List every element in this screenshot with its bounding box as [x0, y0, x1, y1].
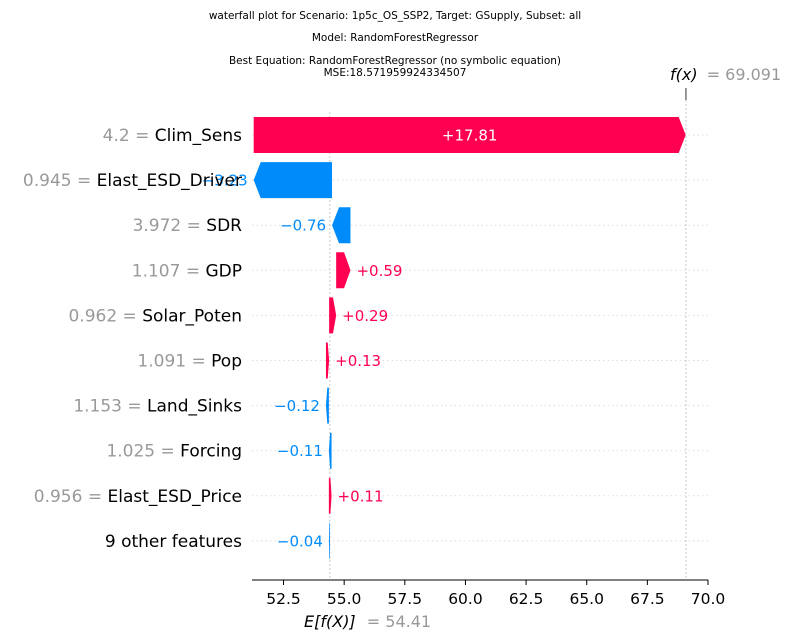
feature-value: 1.153 =	[73, 397, 147, 417]
feature-name: Pop	[211, 352, 242, 372]
feature-name: Solar_Poten	[142, 306, 242, 326]
feature-name: GDP	[205, 261, 242, 281]
feature-value: 1.091 =	[137, 352, 211, 372]
waterfall-bar-9	[328, 477, 332, 514]
feature-value: 4.2 =	[103, 126, 155, 146]
feature-labels: 4.2 = Clim_Sens 0.945 = Elast_ESD_Driver 3…	[23, 126, 242, 552]
x-tick-label: 52.5	[266, 590, 301, 608]
feature-value: 1.025 =	[106, 442, 180, 462]
fx-value: = 69.091	[707, 65, 781, 84]
feature-label-2: 0.945 = Elast_ESD_Driver	[23, 171, 242, 191]
bar-value-label-8: −0.11	[277, 442, 323, 460]
waterfall-bar-5	[329, 297, 337, 334]
waterfall-bar-10	[328, 522, 330, 559]
feature-value: 0.956 =	[34, 487, 108, 507]
feature-label-9: 0.956 = Elast_ESD_Price	[34, 487, 242, 507]
expected-value-symbol: E[f(X)]	[304, 612, 356, 631]
expected-value-number: = 54.41	[367, 612, 431, 631]
bar-value-label-1: +17.81	[442, 127, 498, 145]
feature-value: 0.945 =	[23, 171, 97, 191]
feature-name: Clim_Sens	[155, 126, 242, 146]
chart-model-line: Model: RandomForestRegressor	[312, 32, 479, 44]
chart-mse-line: MSE:18.571959924334507	[324, 67, 467, 79]
fx-annotation: f(x) = 69.091	[670, 65, 781, 84]
waterfall-bar-2	[253, 162, 333, 199]
bar-value-label-5: +0.29	[342, 307, 388, 325]
bars-layer: +17.81 −3.23 −0.76 +0.59 +0.29 +0.13 −0.12 −0.1…	[202, 117, 686, 559]
bar-value-label-10: −0.04	[277, 532, 323, 550]
feature-name: Land_Sinks	[147, 397, 242, 417]
waterfall-bar-3	[332, 207, 351, 244]
x-tick-label: 60.0	[448, 590, 483, 608]
bar-value-label-6: +0.13	[335, 352, 381, 370]
feature-name: SDR	[206, 216, 242, 236]
waterfall-bar-4	[336, 252, 351, 289]
feature-label-5: 0.962 = Solar_Poten	[68, 306, 242, 326]
feature-value: 3.972 =	[133, 216, 207, 236]
bar-value-label-3: −0.76	[280, 217, 326, 235]
chart-title: waterfall plot for Scenario: 1p5c_OS_SSP…	[209, 10, 581, 22]
bar-value-label-2: −3.23	[202, 172, 248, 190]
grid-lines	[252, 88, 708, 580]
expected-value-label: E[f(X)] = 54.41	[304, 612, 431, 631]
x-tick-label: 55.0	[327, 590, 362, 608]
waterfall-bar-7	[325, 387, 329, 424]
feature-name: Forcing	[180, 442, 242, 462]
feature-label-3: 3.972 = SDR	[133, 216, 243, 236]
feature-label-4: 1.107 = GDP	[132, 261, 242, 281]
feature-name: Elast_ESD_Driver	[97, 171, 242, 191]
feature-label-7: 1.153 = Land_Sinks	[73, 397, 242, 417]
feature-value: 1.107 =	[132, 261, 206, 281]
waterfall-bar-6	[325, 342, 330, 379]
x-tick-label: 65.0	[569, 590, 604, 608]
x-tick-label: 70.0	[691, 590, 726, 608]
expected-value-annotation: E[f(X)] = 54.41	[304, 612, 431, 631]
x-axis: 52.5 55.0 57.5 60.0 62.5 65.0 67.5 70.0	[252, 579, 726, 608]
feature-value: 0.962 =	[68, 306, 142, 326]
bar-value-label-4: +0.59	[356, 262, 402, 280]
x-tick-label: 67.5	[630, 590, 665, 608]
chart-title-block: waterfall plot for Scenario: 1p5c_OS_SSP…	[209, 10, 581, 79]
feature-label-1: 4.2 = Clim_Sens	[103, 126, 242, 146]
feature-label-8: 1.025 = Forcing	[106, 442, 242, 462]
waterfall-bar-1	[253, 117, 686, 153]
feature-label-6: 1.091 = Pop	[137, 352, 242, 372]
feature-name: Elast_ESD_Price	[108, 487, 243, 507]
bar-value-label-7: −0.12	[274, 397, 320, 415]
feature-name: 9 other features	[105, 532, 242, 552]
waterfall-bar-8	[328, 432, 332, 469]
fx-label: f(x) = 69.091	[670, 65, 781, 84]
bar-value-label-9: +0.11	[338, 487, 384, 505]
fx-symbol: f(x)	[670, 65, 698, 84]
feature-label-10: 9 other features	[105, 532, 242, 552]
x-tick-label: 57.5	[388, 590, 423, 608]
x-tick-label: 62.5	[509, 590, 544, 608]
chart-equation-line: Best Equation: RandomForestRegressor (no…	[229, 55, 561, 67]
